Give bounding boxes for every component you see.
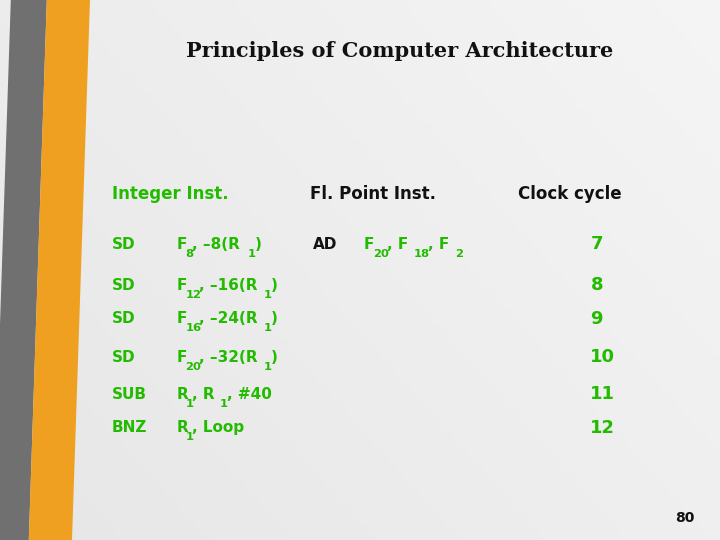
Text: Integer Inst.: Integer Inst. <box>112 185 228 204</box>
Text: , Loop: , Loop <box>192 420 245 435</box>
Text: SUB: SUB <box>112 387 147 402</box>
Text: Principles of Computer Architecture: Principles of Computer Architecture <box>186 41 613 62</box>
Polygon shape <box>0 0 47 540</box>
Text: 20: 20 <box>186 362 202 372</box>
Text: Clock cycle: Clock cycle <box>518 185 622 204</box>
Text: 1: 1 <box>186 433 194 442</box>
Text: 80: 80 <box>675 511 695 525</box>
Text: , R: , R <box>192 387 215 402</box>
Text: 7: 7 <box>590 235 603 253</box>
Text: R: R <box>176 420 188 435</box>
Text: ): ) <box>270 350 277 365</box>
Text: SD: SD <box>112 237 135 252</box>
Text: 1: 1 <box>264 323 271 333</box>
Text: ): ) <box>254 237 261 252</box>
Text: , –16(R: , –16(R <box>199 278 258 293</box>
Text: 1: 1 <box>264 362 271 372</box>
Text: ): ) <box>270 278 277 293</box>
Text: 8: 8 <box>590 276 603 294</box>
Text: , F: , F <box>387 237 408 252</box>
Text: 1: 1 <box>264 290 271 300</box>
Text: 18: 18 <box>414 249 430 259</box>
Text: F: F <box>364 237 374 252</box>
Text: AD: AD <box>313 237 338 252</box>
Text: SD: SD <box>112 350 135 365</box>
Text: F: F <box>176 278 186 293</box>
Text: F: F <box>176 311 186 326</box>
Text: Fl. Point Inst.: Fl. Point Inst. <box>310 185 436 204</box>
Text: 12: 12 <box>590 418 616 437</box>
Text: , #40: , #40 <box>227 387 271 402</box>
Text: 1: 1 <box>248 249 256 259</box>
Text: 8: 8 <box>186 249 194 259</box>
Text: 12: 12 <box>186 290 202 300</box>
Text: , –24(R: , –24(R <box>199 311 258 326</box>
Text: , F: , F <box>428 237 449 252</box>
Text: , –8(R: , –8(R <box>192 237 240 252</box>
Text: F: F <box>176 237 186 252</box>
Text: SD: SD <box>112 278 135 293</box>
Polygon shape <box>29 0 90 540</box>
Text: BNZ: BNZ <box>112 420 147 435</box>
Text: R: R <box>176 387 188 402</box>
Text: 20: 20 <box>373 249 389 259</box>
Text: 1: 1 <box>220 399 228 409</box>
Text: ): ) <box>270 311 277 326</box>
Text: 2: 2 <box>455 249 463 259</box>
Text: 9: 9 <box>590 309 603 328</box>
Text: SD: SD <box>112 311 135 326</box>
Text: 1: 1 <box>186 399 194 409</box>
Text: 10: 10 <box>590 348 616 367</box>
Text: F: F <box>176 350 186 365</box>
Text: 16: 16 <box>186 323 202 333</box>
Text: , –32(R: , –32(R <box>199 350 258 365</box>
Text: 11: 11 <box>590 385 616 403</box>
